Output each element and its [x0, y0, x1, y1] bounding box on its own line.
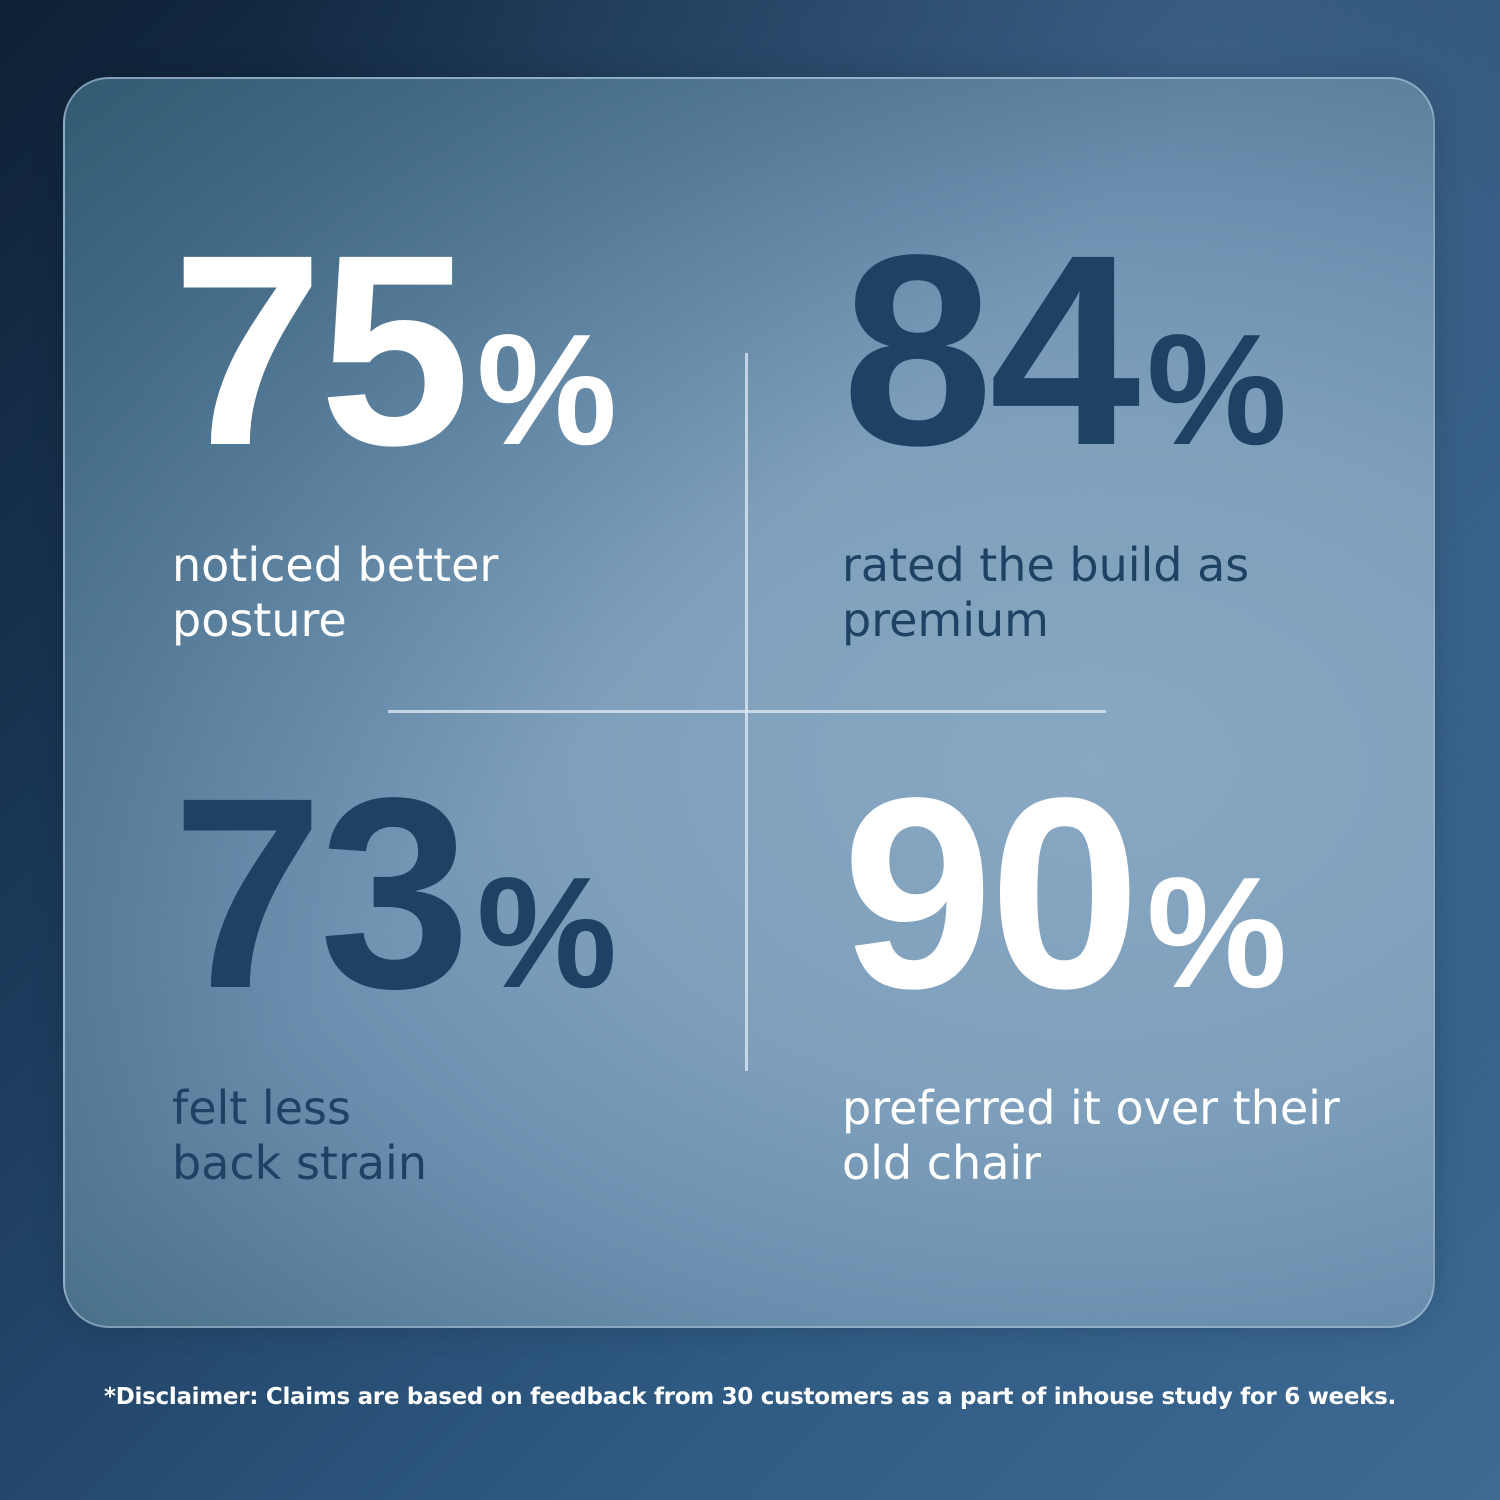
stats-panel — [63, 77, 1435, 1328]
stat-build: 84% rated the build as premium — [842, 214, 1402, 648]
disclaimer: *Disclaimer: Claims are based on feedbac… — [104, 1384, 1396, 1410]
stat-label-line: preferred it over their — [842, 1081, 1340, 1135]
stat-value: 90% — [842, 757, 1402, 1029]
stat-label: rated the build as premium — [842, 538, 1402, 648]
stat-label-line: posture — [172, 593, 347, 647]
stat-value: 75% — [172, 214, 732, 486]
stat-label-line: rated the build as — [842, 538, 1250, 592]
stat-back-strain: 73% felt less back strain — [172, 757, 732, 1191]
stat-unit: % — [476, 845, 618, 1021]
stat-label-line: felt less — [172, 1081, 351, 1135]
stat-number: 73 — [172, 741, 471, 1045]
stat-label: noticed better posture — [172, 538, 732, 648]
stat-label: preferred it over their old chair — [842, 1081, 1402, 1191]
stat-preferred: 90% preferred it over their old chair — [842, 757, 1402, 1191]
stat-label-line: noticed better — [172, 538, 499, 592]
horizontal-divider — [388, 710, 1106, 713]
stat-unit: % — [1146, 302, 1288, 478]
stat-label-line: back strain — [172, 1136, 427, 1190]
stat-unit: % — [1146, 845, 1288, 1021]
stat-number: 84 — [842, 198, 1141, 502]
stat-number: 90 — [842, 741, 1141, 1045]
stat-posture: 75% noticed better posture — [172, 214, 732, 648]
stat-label-line: premium — [842, 593, 1049, 647]
stat-value: 84% — [842, 214, 1402, 486]
stat-number: 75 — [172, 198, 471, 502]
stat-value: 73% — [172, 757, 732, 1029]
stat-unit: % — [476, 302, 618, 478]
stat-label-line: old chair — [842, 1136, 1042, 1190]
stat-label: felt less back strain — [172, 1081, 732, 1191]
